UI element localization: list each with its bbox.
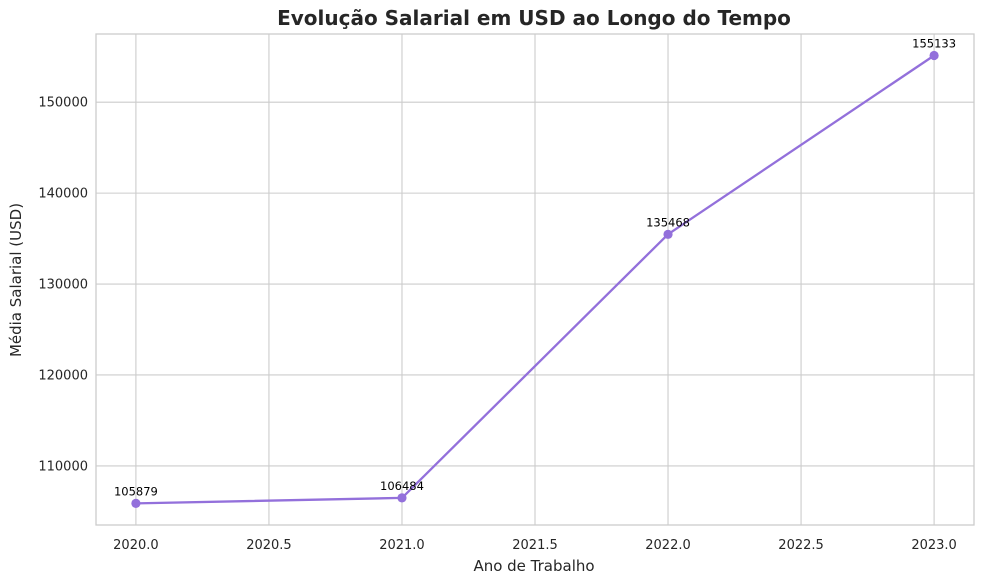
data-label: 135468 <box>646 215 690 229</box>
series-line <box>135 54 935 505</box>
plot-frame <box>95 33 975 526</box>
x-tick-labels: 2020.0 2020.5 2021.0 2021.5 2022.0 2022.5 2023… <box>113 538 957 553</box>
data-label: 155133 <box>912 37 956 51</box>
x-tick-label: 2020.0 <box>113 538 159 553</box>
y-tick-label: 120000 <box>38 368 88 383</box>
y-axis-label: Média Salarial (USD) <box>7 203 25 357</box>
x-tick-label: 2022.5 <box>778 538 824 553</box>
data-point <box>663 229 673 239</box>
y-tick-label: 150000 <box>38 96 88 111</box>
data-point <box>131 498 141 508</box>
chart-title: Evolução Salarial em USD ao Longo do Tem… <box>277 6 791 30</box>
grid-layer <box>96 34 974 525</box>
x-tick-label: 2021.0 <box>379 538 425 553</box>
y-tick-label: 130000 <box>38 278 88 293</box>
y-tick-label: 110000 <box>38 459 88 474</box>
y-tick-label: 140000 <box>38 187 88 202</box>
x-tick-label: 2020.5 <box>246 538 292 553</box>
y-tick-labels: 110000 120000 130000 140000 150000 <box>38 96 88 475</box>
x-axis-label: Ano de Trabalho <box>473 557 594 575</box>
data-label: 106484 <box>380 479 424 493</box>
data-point <box>929 50 939 61</box>
x-tick-label: 2022.0 <box>645 538 691 553</box>
x-tick-label: 2023.0 <box>911 538 957 553</box>
x-tick-label: 2021.5 <box>512 538 558 553</box>
data-point <box>397 493 407 503</box>
data-label: 105879 <box>114 484 158 498</box>
series-layer: 105879 106484 135468 155133 <box>114 37 956 508</box>
